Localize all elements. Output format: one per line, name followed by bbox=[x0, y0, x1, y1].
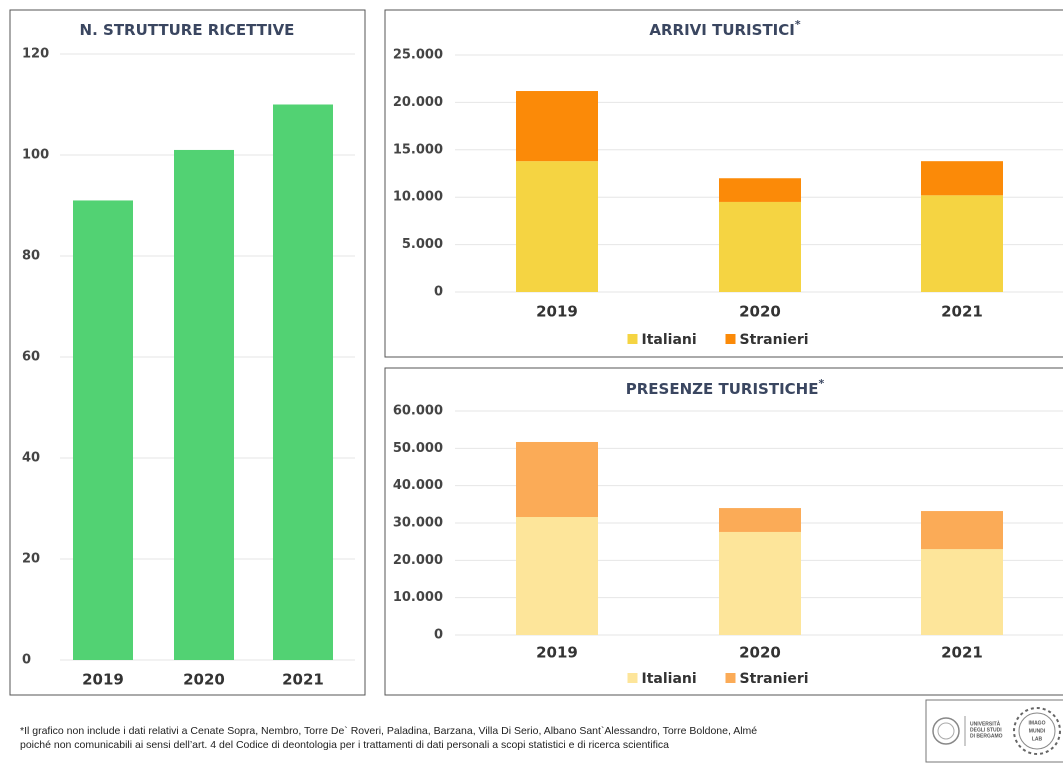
bar-segment bbox=[719, 178, 801, 202]
y-tick-label: 10.000 bbox=[393, 190, 443, 205]
legend-swatch bbox=[627, 673, 638, 683]
y-tick-label: 20.000 bbox=[393, 553, 443, 568]
title-text: N. STRUTTURE RICETTIVE bbox=[80, 21, 295, 39]
y-tick-label: 0 bbox=[434, 285, 443, 300]
chart-title: ARRIVI TURISTICI* bbox=[649, 18, 800, 39]
logo-text: DEGLI STUDI bbox=[970, 727, 1002, 733]
logo-ring bbox=[1013, 707, 1061, 755]
y-tick-label: 0 bbox=[434, 628, 443, 643]
y-tick-label: 40 bbox=[22, 451, 40, 466]
logo-text: MUNDI bbox=[1029, 728, 1046, 734]
bar-segment bbox=[719, 531, 801, 635]
logo-box bbox=[925, 699, 1063, 763]
bar-segment bbox=[921, 549, 1003, 635]
legend-label: Italiani bbox=[642, 332, 697, 348]
logos: UNIVERSITÀ DEGLI STUDI DI BERGAMO IMAGO … bbox=[925, 699, 1063, 763]
bar-segment bbox=[921, 195, 1003, 292]
y-tick-label: 5.000 bbox=[402, 237, 443, 252]
y-tick-label: 20 bbox=[22, 552, 40, 567]
y-tick-label: 20.000 bbox=[393, 95, 443, 110]
x-tick-label: 2021 bbox=[941, 644, 983, 662]
legend-swatch bbox=[725, 334, 736, 344]
logo-seal bbox=[937, 722, 955, 740]
x-tick-label: 2019 bbox=[536, 303, 578, 321]
panel bbox=[9, 9, 366, 696]
y-tick-label: 100 bbox=[22, 148, 49, 163]
y-tick-label: 25.000 bbox=[393, 48, 443, 63]
x-tick-label: 2019 bbox=[82, 671, 124, 689]
bar-segment bbox=[719, 201, 801, 292]
y-tick-label: 40.000 bbox=[393, 478, 443, 493]
legend-label: Italiani bbox=[642, 671, 697, 687]
y-tick-label: 0 bbox=[22, 653, 31, 668]
x-tick-label: 2019 bbox=[536, 644, 578, 662]
logo-text: IMAGO bbox=[1029, 720, 1046, 726]
y-tick-label: 60 bbox=[22, 350, 40, 365]
bar-segment bbox=[921, 511, 1003, 550]
y-tick-label: 60.000 bbox=[393, 404, 443, 419]
legend-swatch bbox=[725, 673, 736, 683]
bar-segment bbox=[516, 91, 598, 162]
chart-title: PRESENZE TURISTICHE* bbox=[626, 377, 825, 398]
title-text: ARRIVI TURISTICI bbox=[649, 21, 794, 39]
legend-label: Stranieri bbox=[740, 332, 809, 348]
bar bbox=[174, 149, 234, 660]
logo-text: DI BERGAMO bbox=[970, 733, 1003, 739]
logo-text: LAB bbox=[1032, 736, 1043, 742]
logo-text: UNIVERSITÀ bbox=[970, 720, 1001, 727]
bar bbox=[273, 104, 333, 660]
legend-swatch bbox=[627, 334, 638, 344]
x-tick-label: 2020 bbox=[739, 303, 781, 321]
bar-segment bbox=[516, 441, 598, 518]
x-tick-label: 2020 bbox=[183, 671, 225, 689]
x-tick-label: 2021 bbox=[941, 303, 983, 321]
y-tick-label: 120 bbox=[22, 47, 49, 62]
title-suffix: * bbox=[795, 18, 801, 31]
title-text: PRESENZE TURISTICHE bbox=[626, 380, 819, 398]
title-suffix: * bbox=[818, 377, 824, 390]
y-tick-label: 30.000 bbox=[393, 516, 443, 531]
y-tick-label: 80 bbox=[22, 249, 40, 264]
chart-title: N. STRUTTURE RICETTIVE bbox=[80, 21, 295, 39]
bar-segment bbox=[719, 508, 801, 532]
bar-segment bbox=[921, 161, 1003, 196]
footnote: poiché non comunicabili ai sensi dell’ar… bbox=[20, 739, 669, 751]
x-tick-label: 2021 bbox=[282, 671, 324, 689]
y-tick-label: 15.000 bbox=[393, 142, 443, 157]
y-tick-label: 10.000 bbox=[393, 590, 443, 605]
logo-ring bbox=[1018, 712, 1056, 750]
panel bbox=[384, 367, 1063, 696]
bar bbox=[73, 200, 133, 660]
legend-label: Stranieri bbox=[740, 671, 809, 687]
y-tick-label: 50.000 bbox=[393, 441, 443, 456]
bar-segment bbox=[516, 161, 598, 292]
logo-seal bbox=[932, 717, 960, 745]
panel bbox=[384, 9, 1063, 358]
footnote: *Il grafico non include i dati relativi … bbox=[20, 725, 757, 737]
bar-segment bbox=[516, 517, 598, 635]
x-tick-label: 2020 bbox=[739, 644, 781, 662]
